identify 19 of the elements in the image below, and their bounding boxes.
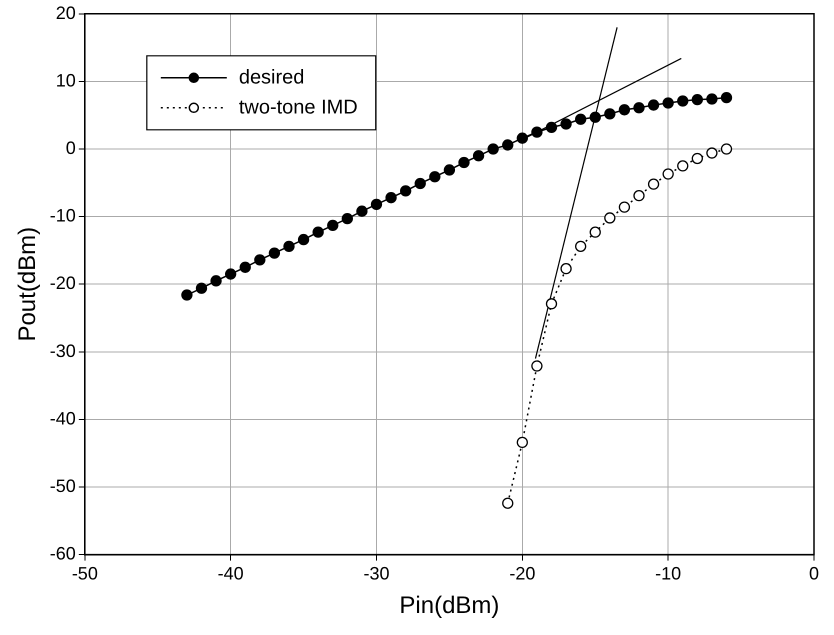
y-tick-label: -60: [50, 544, 76, 564]
x-tick-label: -40: [218, 563, 244, 584]
x-tick-label: -10: [655, 563, 682, 584]
x-tick-label: -30: [363, 563, 390, 584]
y-tick-label: -50: [50, 476, 76, 496]
y-tick-label: 10: [56, 70, 76, 90]
legend-label: desired: [238, 66, 304, 88]
y-axis-title: Pout(dBm): [14, 226, 42, 342]
legend-label: two-tone IMD: [238, 96, 358, 118]
x-tick-label: -20: [509, 563, 536, 584]
y-tick-label: -30: [50, 340, 76, 361]
y-tick-label: 20: [56, 2, 76, 23]
y-tick-label: -40: [50, 408, 76, 428]
y-tick-label: 0: [66, 138, 76, 158]
y-tick-label: -20: [50, 273, 76, 294]
x-tick-label: -50: [72, 563, 98, 584]
x-axis-title: Pin(dBm): [399, 592, 500, 620]
y-tick-label: -10: [50, 206, 76, 226]
x-tick-label: 0: [808, 563, 820, 584]
